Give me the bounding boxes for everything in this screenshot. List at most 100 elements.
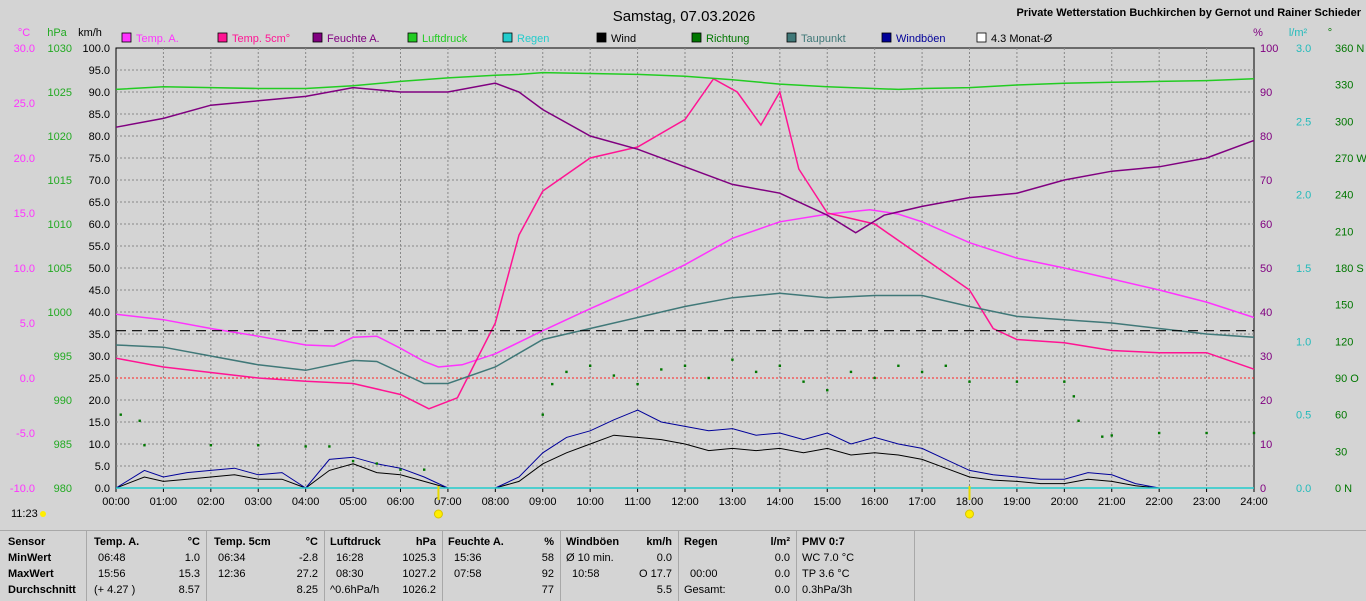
direction-tick-label: 210 <box>1335 226 1353 238</box>
direction-point <box>565 370 568 374</box>
direction-point <box>138 419 141 422</box>
direction-point <box>423 468 426 471</box>
temp-5cm-max: 27.2 <box>296 568 318 580</box>
gusts-min: 0.0 <box>656 552 672 564</box>
gusts-max-time: 10:58 <box>572 568 600 580</box>
gusts-min-label: Ø 10 min. <box>566 552 614 564</box>
direction-tick-label: 330 <box>1335 80 1353 92</box>
humidity-tick-label: 20 <box>1260 395 1272 407</box>
temp-a-min-time: 06:48 <box>98 552 126 564</box>
humidity-tick-label: 90 <box>1260 87 1272 99</box>
pressure-header: Luftdruck <box>330 536 381 548</box>
direction-point <box>683 364 687 367</box>
legend-label: Feuchte A. <box>327 33 380 45</box>
series-temp-5cm- <box>115 77 1255 410</box>
stats-col-rain: Regen l/m² 0.0 00:00 0.0 Gesamt: 0.0 <box>678 531 797 601</box>
sun-icon <box>433 509 443 519</box>
wind-tick-label: 5.0 <box>95 461 110 473</box>
wind-tick-label: 0.0 <box>95 483 110 495</box>
humidity-unit: % <box>544 536 554 548</box>
wind-tick-label: 95.0 <box>89 65 110 77</box>
pressure-min-time: 16:28 <box>336 552 364 564</box>
x-tick-label: 09:00 <box>529 496 557 508</box>
clock-markers <box>433 486 974 519</box>
temp-5cm-header: Temp. 5cm <box>214 536 271 548</box>
series-temp-a- <box>115 208 1255 368</box>
pressure-tick-label: 1005 <box>48 263 72 275</box>
humidity-max-time: 07:58 <box>454 568 482 580</box>
pressure-tick-label: 1015 <box>48 175 72 187</box>
wind-tick-label: 20.0 <box>89 395 110 407</box>
x-tick-label: 05:00 <box>339 496 367 508</box>
direction-point <box>1077 419 1080 422</box>
direction-point <box>541 413 544 416</box>
series-windb-en <box>115 409 1254 489</box>
direction-point <box>328 445 331 448</box>
direction-point <box>351 459 355 463</box>
rain-tick-label: 2.0 <box>1296 190 1311 202</box>
stats-col-humidity: Feuchte A. % 15:36 58 07:58 92 77 <box>442 531 561 601</box>
wind-tick-label: 40.0 <box>89 307 110 319</box>
gusts-unit: km/h <box>646 536 672 548</box>
temp-5cm-max-time: 12:36 <box>218 568 246 580</box>
direction-tick-label: 0 N <box>1335 483 1352 495</box>
pressure-axis-unit: hPa <box>47 27 67 39</box>
direction-point <box>257 444 260 447</box>
direction-point <box>1252 431 1256 435</box>
temp-a-min: 1.0 <box>184 552 200 564</box>
legend-label: Regen <box>517 33 549 45</box>
direction-point <box>612 374 616 377</box>
gusts-max: O 17.7 <box>638 568 672 580</box>
rain-unit: l/m² <box>770 536 790 548</box>
humidity-avg: 77 <box>541 584 554 596</box>
stats-col-gusts: Windböen km/h Ø 10 min. 0.0 10:58 O 17.7… <box>560 531 679 601</box>
direction-point <box>1015 380 1019 383</box>
series-luftdruck <box>115 71 1255 91</box>
temp-5cm-unit: °C <box>305 536 318 548</box>
direction-point <box>1072 395 1076 398</box>
temp-tick-label: 10.0 <box>14 263 35 275</box>
data-series <box>115 71 1256 489</box>
humidity-axis-unit: % <box>1253 27 1263 39</box>
chart-title: Samstag, 07.03.2026 <box>613 8 756 25</box>
x-tick-label: 04:00 <box>292 496 320 508</box>
pressure-avg: 1026.2 <box>402 584 436 596</box>
direction-point <box>375 462 378 465</box>
legend-swatch <box>502 32 513 43</box>
row-label-min: MinWert <box>8 552 52 564</box>
row-label-avg: Durchschnitt <box>8 584 76 596</box>
direction-tick-label: 180 S <box>1335 263 1364 275</box>
direction-point <box>731 358 734 361</box>
direction-point <box>826 389 829 392</box>
gusts-avg: 5.5 <box>656 584 672 596</box>
legend-label: Luftdruck <box>422 33 468 45</box>
x-tick-label: 20:00 <box>1051 496 1079 508</box>
direction-point <box>802 380 805 383</box>
legend-swatch <box>786 32 797 43</box>
legend-swatch <box>596 32 607 43</box>
legend-swatch <box>217 32 228 43</box>
x-tick-label: 00:00 <box>102 496 130 508</box>
legend-swatch <box>312 32 323 43</box>
legend-label: Wind <box>611 33 636 45</box>
pmv-header: PMV 0:7 <box>802 536 845 548</box>
pressure-tick-label: 990 <box>54 395 72 407</box>
x-tick-label: 15:00 <box>813 496 841 508</box>
wind-tick-label: 80.0 <box>89 131 110 143</box>
gusts-header: Windböen <box>566 536 620 548</box>
stats-col-pmv: PMV 0:7 WC 7.0 °C TP 3.6 °C 0.3hPa/3h <box>796 531 915 601</box>
pmv-line-2: TP 3.6 °C <box>802 568 850 580</box>
pressure-tick-label: 1020 <box>48 131 72 143</box>
legend-swatch <box>121 32 132 43</box>
humidity-max: 92 <box>541 568 554 580</box>
direction-tick-label: 240 <box>1335 190 1353 202</box>
rain-tick-label: 2.5 <box>1296 116 1311 128</box>
rain-tick-label: 3.0 <box>1296 43 1311 55</box>
humidity-min-time: 15:36 <box>454 552 482 564</box>
x-tick-label: 12:00 <box>671 496 699 508</box>
humidity-header: Feuchte A. <box>448 536 504 548</box>
humidity-min: 58 <box>541 552 554 564</box>
direction-tick-label: 60 <box>1335 410 1347 422</box>
direction-point <box>1205 431 1208 435</box>
direction-point <box>1157 431 1161 435</box>
